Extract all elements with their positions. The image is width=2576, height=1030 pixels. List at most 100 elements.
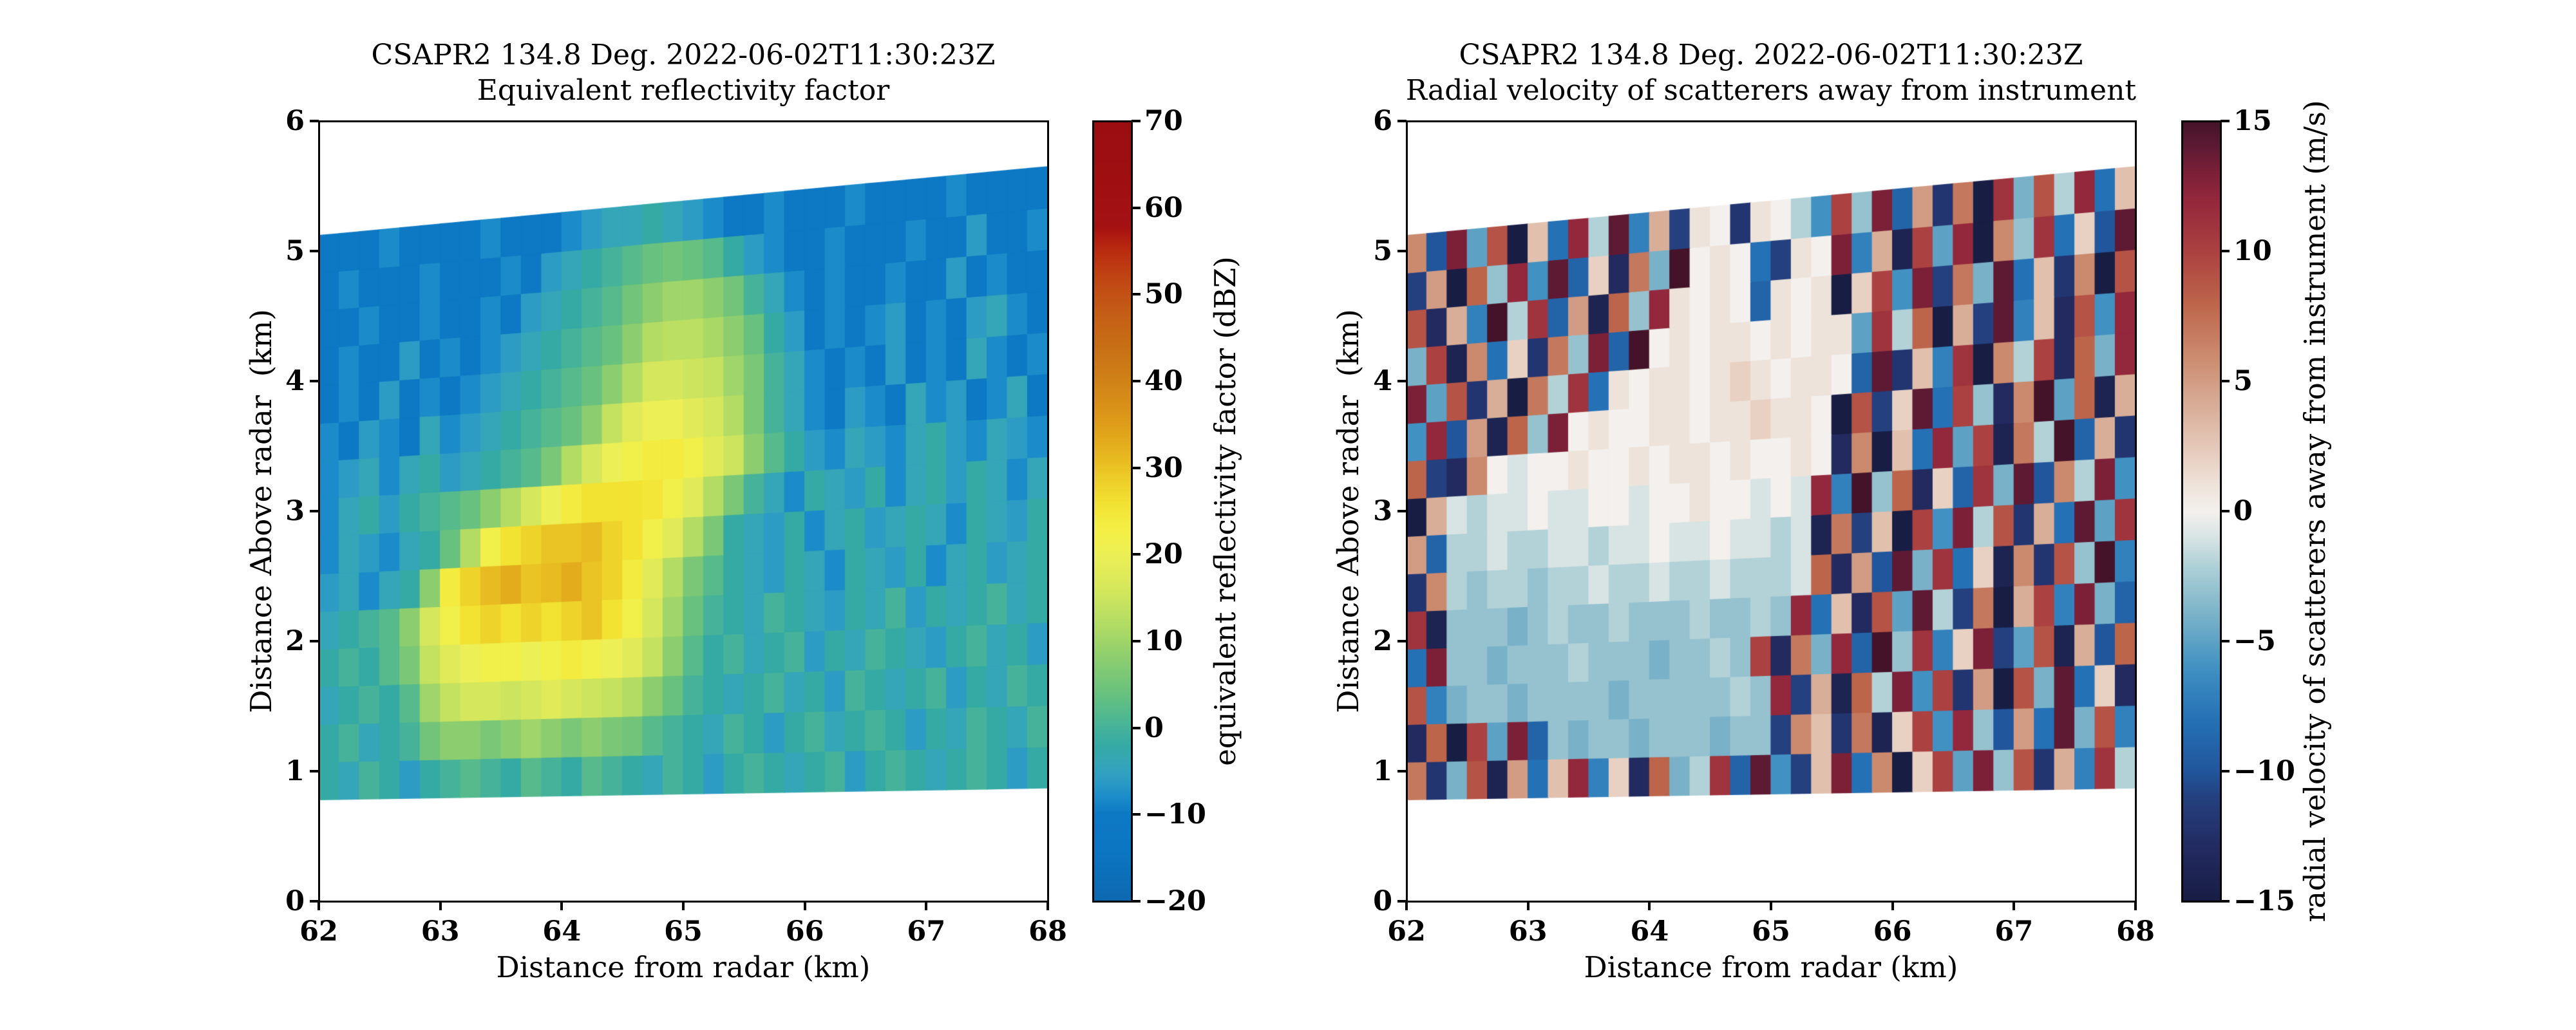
y-tick-mark (1397, 380, 1406, 382)
x-tick-label: 68 (2116, 915, 2155, 948)
x-tick-mark (682, 901, 685, 910)
x-tick-label: 62 (299, 915, 338, 948)
x-tick-label: 67 (907, 915, 946, 948)
colorbar-tick-label: 50 (1144, 278, 1183, 311)
y-tick-label: 6 (1373, 105, 1392, 137)
colorbar-tick-mark (2221, 900, 2230, 903)
y-tick-mark (310, 900, 319, 903)
x-tick-mark (1405, 901, 1408, 910)
colorbar-tick-mark (1132, 900, 1141, 903)
y-tick-mark (310, 120, 319, 122)
colorbar-tick-label: −10 (1144, 798, 1206, 831)
colorbar-tick-mark (1132, 293, 1141, 296)
colorbar-tick-label: 40 (1144, 365, 1183, 397)
x-tick-label: 64 (1630, 915, 1669, 948)
x-axis-label: Distance from radar (km) (496, 950, 871, 984)
y-tick-mark (310, 640, 319, 642)
y-tick-mark (310, 770, 319, 772)
y-tick-mark (1397, 510, 1406, 512)
colorbar-tick-mark (2221, 640, 2230, 642)
colorbar-tick-mark (1132, 120, 1141, 122)
colorbar-tick-mark (2221, 120, 2230, 122)
x-tick-label: 68 (1028, 915, 1067, 948)
colorbar-tick-mark (1132, 726, 1141, 729)
colorbar-tick-label: −5 (2233, 625, 2276, 657)
colorbar-tick-mark (1132, 466, 1141, 469)
y-tick-label: 5 (1373, 235, 1392, 267)
colorbar-tick-mark (2221, 380, 2230, 382)
x-tick-mark (1770, 901, 1772, 910)
x-tick-mark (317, 901, 320, 910)
x-tick-mark (1526, 901, 1530, 910)
colorbar-tick-label: −20 (1144, 885, 1206, 917)
y-tick-label: 1 (285, 755, 305, 787)
velocity-colorbar (2182, 121, 2221, 901)
x-tick-label: 65 (1752, 915, 1790, 948)
x-tick-mark (439, 901, 442, 910)
colorbar-tick-label: 0 (2233, 495, 2253, 527)
velocity-heatmap (1406, 121, 2136, 901)
panel-title-line2: Radial velocity of scatterers away from … (1405, 74, 2137, 107)
y-tick-label: 4 (1373, 365, 1392, 397)
x-tick-mark (1891, 901, 1894, 910)
y-tick-label: 0 (285, 885, 305, 917)
x-tick-label: 63 (421, 915, 460, 948)
y-tick-mark (310, 380, 319, 382)
colorbar-tick-label: 10 (2233, 235, 2272, 267)
x-tick-label: 63 (1508, 915, 1548, 948)
colorbar-tick-mark (1132, 640, 1141, 642)
y-tick-label: 3 (1373, 495, 1392, 527)
panel-title-velocity: CSAPR2 134.8 Deg. 2022-06-02T11:30:23Z R… (1224, 37, 2318, 108)
colorbar-tick-mark (1132, 206, 1141, 209)
panel-title-line2: Equivalent reflectivity factor (477, 74, 890, 107)
panel-title-line1: CSAPR2 134.8 Deg. 2022-06-02T11:30:23Z (371, 39, 996, 71)
x-axis-label: Distance from radar (km) (1584, 950, 1958, 984)
colorbar-tick-label: 15 (2233, 105, 2272, 137)
colorbar-tick-label: 20 (1144, 538, 1183, 571)
y-tick-mark (310, 510, 319, 512)
reflectivity-heatmap (319, 121, 1048, 901)
colorbar-tick-label: −10 (2233, 755, 2295, 787)
colorbar-tick-mark (1132, 380, 1141, 382)
colorbar-tick-label: 60 (1144, 191, 1183, 224)
x-tick-mark (925, 901, 928, 910)
colorbar-tick-mark (1132, 553, 1141, 556)
colorbar-label: equivalent reflectivity factor (dBZ) (1208, 256, 1242, 766)
colorbar-tick-mark (1132, 813, 1141, 816)
x-tick-mark (1648, 901, 1651, 910)
x-tick-mark (560, 901, 564, 910)
colorbar-tick-label: 10 (1144, 625, 1183, 657)
y-tick-mark (310, 250, 319, 252)
colorbar-tick-label: 5 (2233, 365, 2253, 397)
y-tick-label: 1 (1373, 755, 1392, 787)
y-tick-mark (1397, 900, 1406, 903)
colorbar-tick-mark (2221, 250, 2230, 252)
colorbar-tick-label: −15 (2233, 885, 2295, 917)
x-tick-label: 67 (1994, 915, 2034, 948)
x-tick-mark (1046, 901, 1049, 910)
x-tick-label: 65 (664, 915, 703, 948)
panel-title-reflectivity: CSAPR2 134.8 Deg. 2022-06-02T11:30:23Z E… (136, 37, 1231, 108)
x-tick-label: 66 (1873, 915, 1912, 948)
y-tick-label: 0 (1373, 885, 1392, 917)
y-axis-label: Distance Above radar (km) (244, 309, 278, 713)
y-axis-label: Distance Above radar (km) (1331, 309, 1365, 713)
colorbar-label: radial velocity of scatterers away from … (2298, 100, 2332, 922)
panel-title-line1: CSAPR2 134.8 Deg. 2022-06-02T11:30:23Z (1459, 39, 2083, 71)
y-tick-mark (1397, 250, 1406, 252)
x-tick-mark (803, 901, 806, 910)
x-tick-label: 66 (785, 915, 824, 948)
y-tick-mark (1397, 770, 1406, 772)
y-tick-label: 4 (285, 365, 305, 397)
colorbar-tick-label: 0 (1144, 711, 1164, 744)
reflectivity-colorbar (1093, 121, 1132, 901)
colorbar-tick-mark (2221, 770, 2230, 772)
x-tick-mark (2134, 901, 2137, 910)
x-tick-label: 62 (1387, 915, 1426, 948)
y-tick-label: 5 (285, 235, 305, 267)
colorbar-tick-mark (2221, 510, 2230, 512)
x-tick-mark (2012, 901, 2016, 910)
x-tick-label: 64 (542, 915, 582, 948)
y-tick-label: 6 (285, 105, 305, 137)
